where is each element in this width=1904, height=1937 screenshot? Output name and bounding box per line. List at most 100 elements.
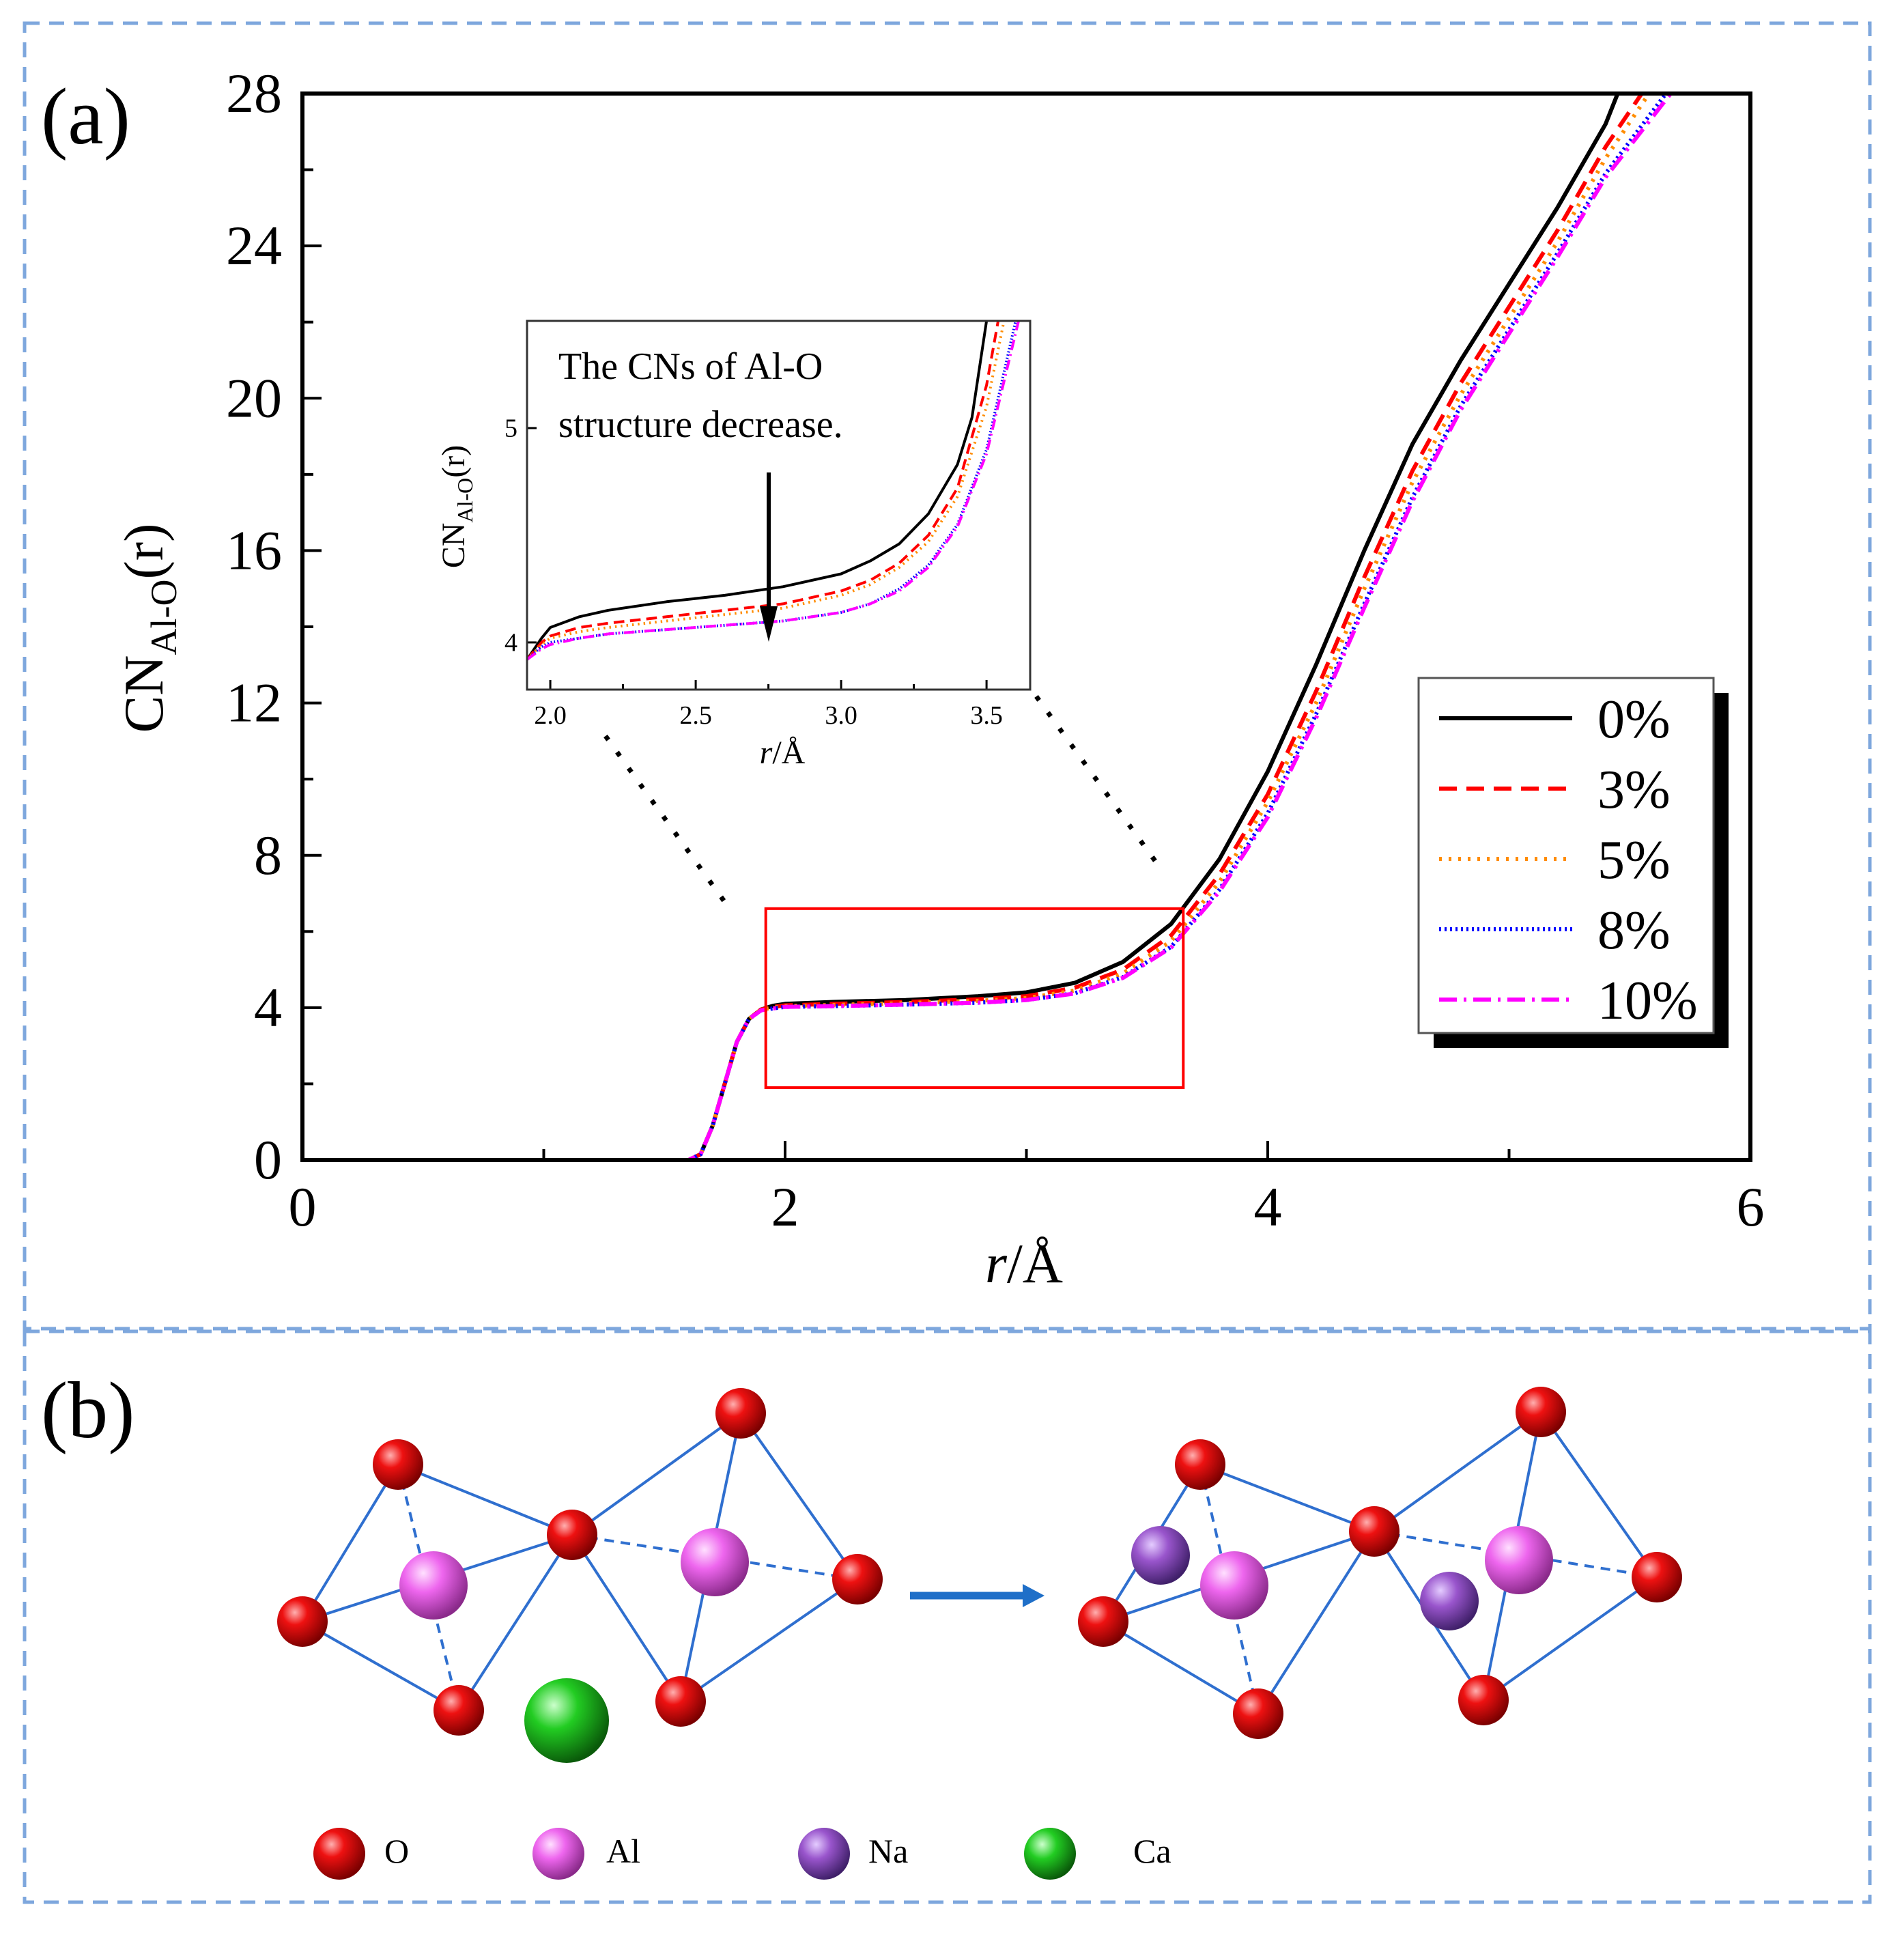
main-plot-frame [300,91,1752,1162]
al-atom [681,1528,749,1596]
legend-label: 0% [1597,690,1671,750]
bond [457,1533,573,1712]
legend-label: 5% [1597,830,1671,890]
series-line-3pct [527,321,1000,661]
bond [1257,1530,1376,1715]
ca-atom [524,1678,609,1763]
legend-ca-swatch [1024,1828,1076,1880]
series-line-5pct [527,321,1006,661]
transform-arrow-head [1023,1584,1045,1607]
legend-al-label: Al [606,1832,640,1870]
series-line-10pct [302,94,1673,1160]
series-line-3pct [302,94,1644,1160]
inset-series-group [527,321,1020,661]
legend-box [1417,677,1715,1034]
al-atom [1485,1526,1553,1594]
bond [1199,1463,1375,1533]
x-tick-label: 3.0 [825,701,857,730]
series-line-10pct [527,321,1020,661]
series-line-0pct [527,321,989,661]
zoom-region-box [764,907,1185,1090]
panel-b-frame [23,1329,1872,1904]
zoom-guide-left [603,734,731,910]
y-tick-label: 20 [226,367,282,429]
main-x-axis-label: r/Å [985,1232,1063,1295]
bond [739,1412,859,1581]
inset-decrease-arrow-head [760,606,778,642]
na-atom [1420,1572,1479,1630]
o-atom [547,1510,597,1560]
o-atom [1078,1596,1128,1647]
al-atom [1200,1551,1268,1620]
main-y-axis-label: CNAl-O(r) [113,524,184,733]
o-atom [1233,1688,1283,1739]
left-structure [301,1412,859,1712]
bond [679,1578,859,1703]
y-tick-label: 8 [254,824,282,886]
inset-plot-frame [526,320,1032,691]
o-atom [277,1596,328,1647]
inset-annotation-line-1: The CNs of Al-O [558,345,823,388]
y-tick-label: 12 [226,672,282,734]
transform-arrow [910,1584,1045,1607]
x-tick-label: 0 [289,1176,317,1238]
x-tick-label: 4 [1254,1176,1282,1238]
o-atom [1516,1387,1566,1437]
main-series-group [302,94,1673,1160]
bond [1539,1411,1658,1579]
inset-chart: 2.0 2.5 3.0 3.5 4 5 The CNs of Al-O structure… [436,320,1032,771]
legend-label: 3% [1597,760,1671,820]
al-atom [399,1551,468,1620]
legend-na-swatch [798,1828,850,1880]
main-legend: 0% 3% 5% 8% 10% [1417,677,1729,1048]
bond [1374,1530,1658,1579]
legend-o-swatch [313,1828,365,1880]
o-atom [1349,1506,1399,1557]
x-tick-label: 2 [771,1176,799,1238]
right-structure-atoms [1078,1387,1682,1739]
o-atom [655,1676,706,1727]
x-tick-label: 2.0 [534,701,567,730]
bond [397,1463,573,1536]
o-atom [1458,1675,1509,1725]
bond [571,1412,742,1536]
right-structure [1102,1411,1658,1715]
atom-legend: O Al Na Ca [313,1828,1171,1880]
x-tick-label: 2.5 [679,701,712,730]
inset-axis-ticks [527,427,988,690]
o-atom [373,1439,423,1490]
bond [1102,1620,1260,1715]
inset-tick-labels: 2.0 2.5 3.0 3.5 4 5 [505,414,1003,730]
bond [1482,1576,1658,1701]
x-tick-label: 6 [1737,1176,1765,1238]
inset-x-axis-label: r/Å [760,735,806,771]
x-tick-label: 3.5 [970,701,1003,730]
y-tick-label: 28 [226,62,282,124]
panel-a-frame [23,21,1872,1331]
y-tick-label: 4 [254,976,282,1038]
bond [1373,1411,1542,1533]
y-tick-label: 24 [226,214,282,277]
bond [397,1464,460,1711]
na-atom [1131,1526,1190,1585]
zoom-guide-right [1034,694,1159,866]
panel-a-label: (a) [41,72,130,161]
y-tick-label: 0 [254,1129,282,1191]
o-atom [1175,1439,1225,1490]
y-tick-label: 5 [505,414,517,443]
legend-o-label: O [384,1832,409,1870]
y-tick-label: 16 [226,519,282,581]
o-atom [715,1388,766,1439]
legend-al-swatch [532,1828,584,1880]
legend-ca-label: Ca [1133,1832,1171,1870]
panel-b-label: (b) [41,1366,135,1455]
legend-na-label: Na [868,1832,908,1870]
inset-y-axis-label: CNAl-O(r) [436,445,477,568]
o-atom [434,1685,484,1736]
o-atom [1632,1552,1682,1602]
left-structure-atoms [277,1388,883,1763]
inset-annotation-line-2: structure decrease. [558,404,843,446]
bond [571,1533,682,1703]
